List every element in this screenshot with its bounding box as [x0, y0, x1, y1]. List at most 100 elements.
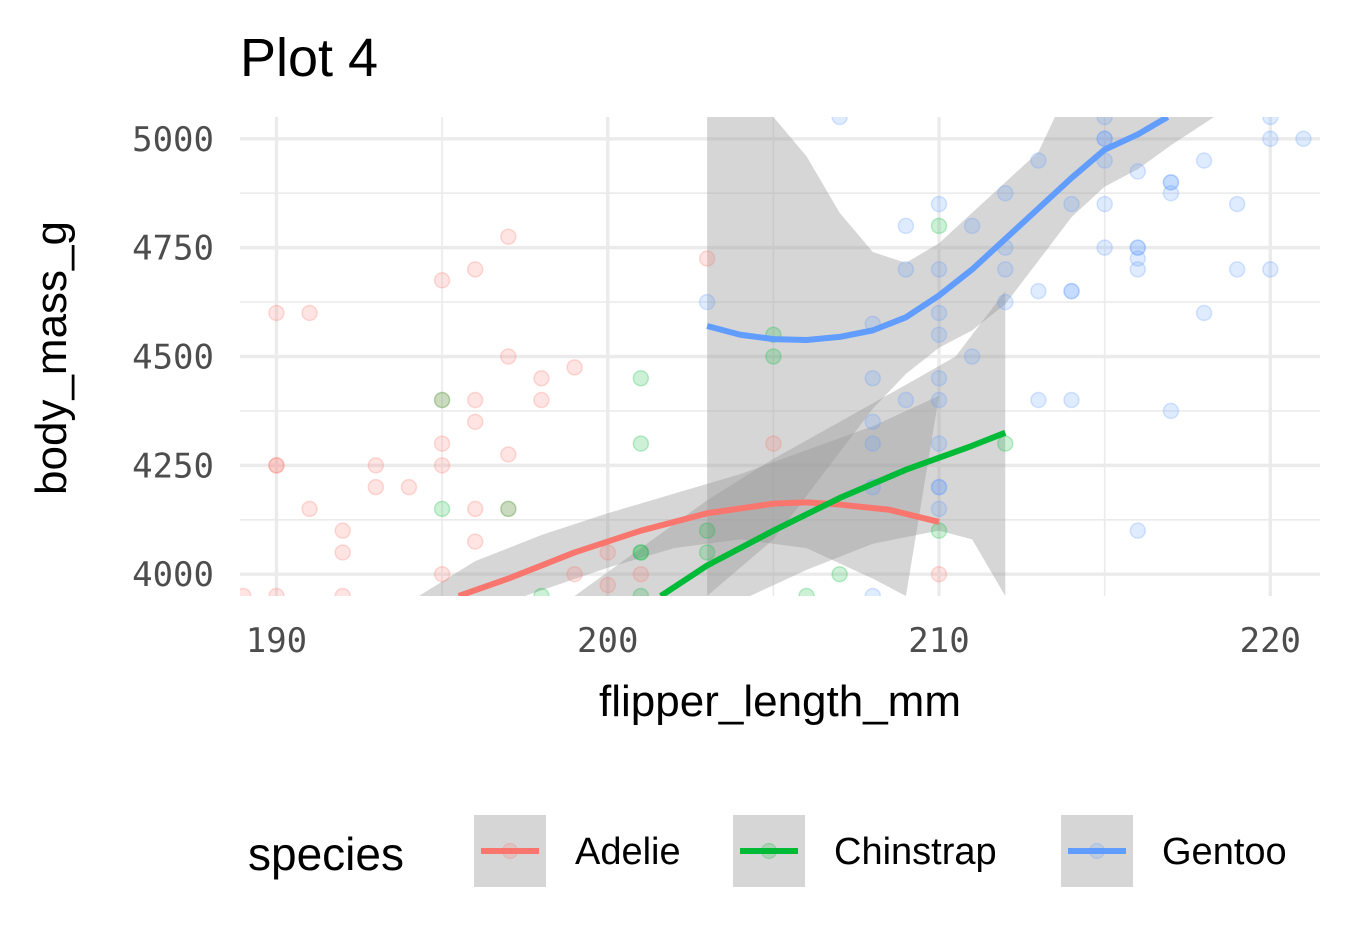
point-adelie: [466, 391, 484, 409]
point-gentoo: [1129, 522, 1147, 539]
point-adelie: [433, 565, 451, 583]
point-gentoo: [864, 413, 882, 431]
point-gentoo: [1063, 195, 1080, 213]
point-gentoo: [1129, 250, 1147, 267]
smooth-line-adelie: [457, 499, 940, 596]
point-gentoo: [1030, 282, 1047, 300]
ribbon-gentoo: [707, 117, 1214, 596]
y-axis-title: body_mass_g: [27, 221, 76, 495]
point-gentoo: [1030, 152, 1047, 169]
point-gentoo: [864, 435, 882, 452]
point-chinstrap: [930, 522, 948, 539]
point-adelie: [930, 565, 948, 583]
point-adelie: [367, 457, 385, 474]
point-gentoo: [930, 261, 948, 278]
legend-label-chinstrap: Chinstrap: [834, 831, 997, 873]
point-gentoo: [1096, 130, 1113, 148]
point-gentoo: [1228, 195, 1246, 213]
point-chinstrap: [930, 217, 948, 235]
legend-point-gentoo: [1089, 843, 1105, 859]
point-gentoo: [1262, 261, 1279, 278]
point-adelie: [334, 544, 351, 561]
point-gentoo: [1228, 261, 1246, 278]
point-gentoo: [930, 304, 948, 322]
point-gentoo: [1195, 304, 1213, 322]
point-adelie: [500, 500, 517, 518]
point-gentoo: [864, 587, 882, 596]
point-chinstrap: [533, 587, 550, 596]
x-tick-label: 200: [577, 621, 638, 661]
point-adelie: [765, 435, 782, 452]
point-gentoo: [698, 293, 716, 311]
x-axis-title: flipper_length_mm: [599, 677, 961, 726]
point-adelie: [533, 370, 550, 387]
point-gentoo: [1295, 130, 1312, 148]
point-gentoo: [930, 391, 948, 409]
point-gentoo: [1096, 195, 1113, 213]
point-gentoo: [1096, 130, 1113, 148]
legend-label-gentoo: Gentoo: [1162, 831, 1287, 873]
point-gentoo: [963, 217, 981, 235]
point-gentoo: [1096, 239, 1113, 256]
point-gentoo: [1096, 117, 1113, 126]
point-chinstrap: [997, 435, 1014, 452]
point-adelie: [268, 304, 285, 322]
ribbon-adelie: [418, 395, 940, 596]
point-adelie: [367, 478, 385, 496]
point-gentoo: [1262, 117, 1279, 126]
point-gentoo: [930, 435, 948, 452]
y-tick-label: 4500: [132, 338, 214, 378]
legend-keys: Adelie Chinstrap Gentoo: [474, 815, 1287, 887]
x-tick-label: 190: [246, 621, 307, 661]
point-adelie: [500, 228, 517, 245]
point-chinstrap: [632, 544, 650, 561]
point-gentoo: [1162, 174, 1180, 191]
point-gentoo: [930, 370, 948, 387]
smooth-line-chinstrap: [659, 429, 1007, 596]
point-gentoo: [1030, 391, 1047, 409]
point-chinstrap: [765, 348, 782, 365]
point-gentoo: [930, 478, 948, 496]
gridlines: [240, 117, 1320, 596]
point-adelie: [240, 587, 252, 596]
smooth-lines: [457, 117, 1170, 596]
point-adelie: [268, 457, 285, 474]
point-gentoo: [1195, 152, 1213, 169]
point-chinstrap: [632, 435, 650, 452]
point-gentoo: [1162, 184, 1180, 202]
point-adelie: [500, 348, 517, 365]
point-gentoo: [897, 391, 915, 409]
point-adelie: [433, 391, 451, 409]
legend-label-adelie: Adelie: [575, 831, 681, 873]
point-gentoo: [897, 261, 915, 278]
point-adelie: [466, 413, 484, 431]
point-adelie: [301, 500, 318, 518]
point-gentoo: [963, 348, 981, 365]
point-chinstrap: [698, 544, 716, 561]
data-points: [240, 117, 1312, 596]
point-adelie: [632, 565, 650, 583]
point-adelie: [268, 587, 285, 596]
point-chinstrap: [433, 391, 451, 409]
point-adelie: [599, 544, 616, 561]
point-adelie: [466, 533, 484, 550]
y-tick-label: 4750: [132, 229, 214, 269]
point-adelie: [400, 478, 418, 496]
y-tick-label: 4000: [132, 555, 214, 595]
point-gentoo: [1063, 282, 1080, 300]
y-tick-label: 4250: [132, 446, 214, 486]
legend-point-chinstrap: [761, 843, 777, 859]
point-chinstrap: [500, 500, 517, 518]
point-adelie: [268, 457, 285, 474]
point-adelie: [433, 272, 451, 289]
point-gentoo: [1162, 402, 1180, 420]
point-gentoo: [997, 261, 1014, 278]
legend-title: species: [248, 828, 404, 880]
point-adelie: [698, 250, 716, 267]
y-tick-label: 5000: [132, 120, 214, 160]
point-gentoo: [1063, 391, 1080, 409]
point-adelie: [500, 446, 517, 463]
point-adelie: [566, 565, 583, 583]
point-gentoo: [1129, 163, 1147, 180]
